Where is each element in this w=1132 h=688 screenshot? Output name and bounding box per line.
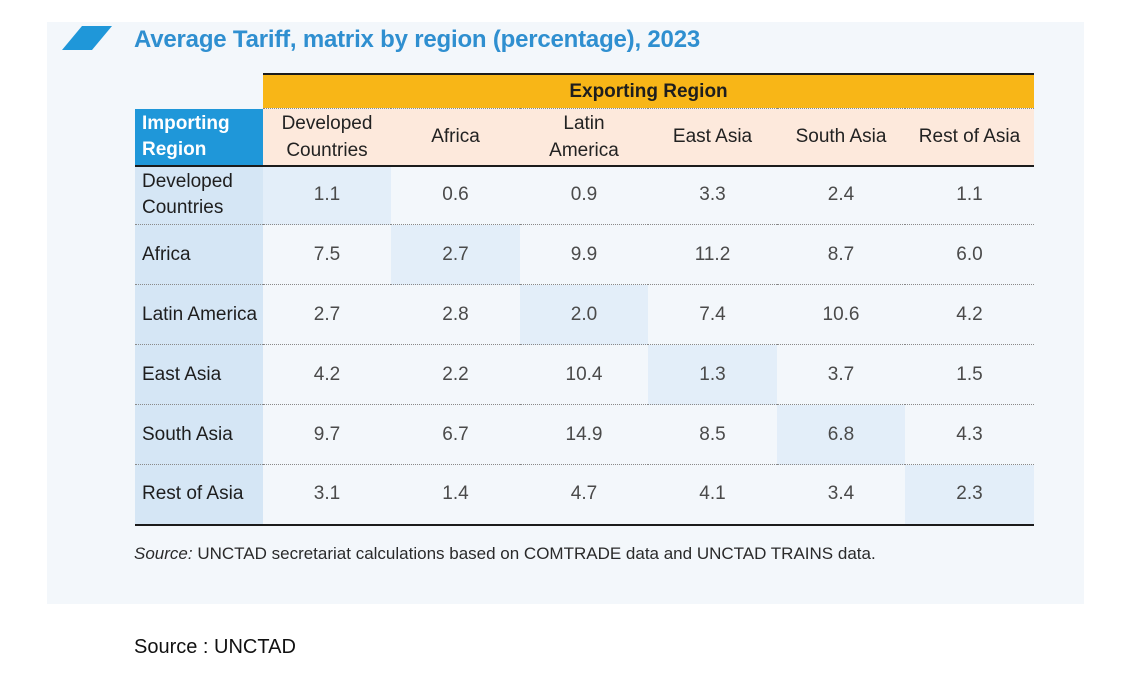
tariff-cell: 6.8 [777, 404, 905, 465]
importing-region-header: Importing Region [135, 108, 263, 167]
column-header-east-asia: East Asia [648, 108, 777, 167]
row-header-line: South Asia [142, 423, 233, 445]
source-prefix: Source: [134, 544, 193, 563]
row-header-line: East Asia [142, 363, 222, 385]
tariff-cell: 3.1 [263, 464, 391, 526]
tariff-cell: 4.3 [905, 404, 1034, 465]
tariff-cell: 1.4 [391, 464, 520, 526]
row-header-developed-countries: Developed Countries [135, 165, 263, 225]
tariff-cell: 2.7 [263, 284, 391, 345]
tariff-cell: 2.7 [391, 224, 520, 285]
row-header-line: Rest of Asia [142, 483, 244, 505]
column-header-latin-america: Latin America [520, 108, 648, 167]
tariff-cell: 7.5 [263, 224, 391, 285]
tariff-cell: 2.0 [520, 284, 648, 345]
exporting-region-banner: Exporting Region [263, 73, 1034, 108]
tariff-cell: 2.4 [777, 165, 905, 225]
tariff-cell: 6.7 [391, 404, 520, 465]
importing-region-line: Region [142, 138, 207, 160]
source-text: UNCTAD secretariat calculations based on… [192, 544, 876, 563]
tariff-cell: 2.3 [905, 464, 1034, 526]
row-header-south-asia: South Asia [135, 404, 263, 465]
tariff-cell: 10.4 [520, 344, 648, 405]
tariff-cell: 7.4 [648, 284, 777, 345]
tariff-cell: 2.2 [391, 344, 520, 405]
column-header-south-asia: South Asia [777, 108, 905, 167]
table-row: Latin America 2.7 2.8 2.0 7.4 10.6 4.2 [135, 284, 1034, 345]
row-header-line: Developed [142, 171, 233, 193]
figure-title: Average Tariff, matrix by region (percen… [134, 26, 700, 53]
tariff-cell: 9.9 [520, 224, 648, 285]
tariff-cell: 1.1 [263, 165, 391, 225]
source-note: Source: UNCTAD secretariat calculations … [134, 544, 876, 564]
row-header-line: Africa [142, 243, 191, 265]
row-header-latin-america: Latin America [135, 284, 263, 345]
importing-region-line: Importing [142, 112, 230, 134]
tariff-cell: 9.7 [263, 404, 391, 465]
matrix-body: Developed Countries 1.1 0.6 0.9 3.3 2.4 1.1 Afri… [135, 165, 1034, 526]
tariff-cell: 0.9 [520, 165, 648, 225]
tariff-cell: 4.1 [648, 464, 777, 526]
column-header-line: South Asia [795, 126, 887, 148]
row-header-rest-of-asia: Rest of Asia [135, 464, 263, 526]
tariff-cell: 3.7 [777, 344, 905, 405]
column-header-line: America [549, 139, 619, 161]
tariff-cell: 1.5 [905, 344, 1034, 405]
column-header-row: Importing Region Developed Countries Africa… [135, 108, 1034, 167]
table-row: East Asia 4.2 2.2 10.4 1.3 3.7 1.5 [135, 344, 1034, 405]
tariff-cell: 4.7 [520, 464, 648, 526]
footer-source: Source : UNCTAD [134, 636, 296, 658]
row-header-line: Latin America [142, 303, 258, 325]
table-row: Africa 7.5 2.7 9.9 11.2 8.7 6.0 [135, 224, 1034, 285]
row-header-line: Countries [142, 197, 224, 219]
column-header-rest-of-asia: Rest of Asia [905, 108, 1034, 167]
tariff-cell: 6.0 [905, 224, 1034, 285]
tariff-cell: 0.6 [391, 165, 520, 225]
tariff-cell: 3.3 [648, 165, 777, 225]
column-header-line: East Asia [672, 126, 753, 148]
tariff-cell: 1.1 [905, 165, 1034, 225]
tariff-cell: 11.2 [648, 224, 777, 285]
logo-stripe-icon [62, 26, 112, 50]
column-header-developed-countries: Developed Countries [263, 108, 391, 167]
tariff-matrix-table: Importing Region Developed Countries Africa… [135, 108, 1034, 526]
tariff-cell: 14.9 [520, 404, 648, 465]
tariff-cell: 10.6 [777, 284, 905, 345]
tariff-cell: 8.5 [648, 404, 777, 465]
tariff-cell: 3.4 [777, 464, 905, 526]
table-row: South Asia 9.7 6.7 14.9 8.5 6.8 4.3 [135, 404, 1034, 465]
column-header-line: Rest of Asia [918, 126, 1021, 148]
table-row: Developed Countries 1.1 0.6 0.9 3.3 2.4 1.1 [135, 165, 1034, 225]
tariff-cell: 4.2 [263, 344, 391, 405]
column-header-line: Developed [281, 112, 373, 134]
tariff-cell: 2.8 [391, 284, 520, 345]
tariff-cell: 8.7 [777, 224, 905, 285]
column-header-line: Countries [286, 139, 368, 161]
column-header-africa: Africa [391, 108, 520, 167]
row-header-africa: Africa [135, 224, 263, 285]
column-header-line: Latin [563, 112, 605, 134]
table-row: Rest of Asia 3.1 1.4 4.7 4.1 3.4 2.3 [135, 464, 1034, 526]
row-header-east-asia: East Asia [135, 344, 263, 405]
tariff-cell: 1.3 [648, 344, 777, 405]
tariff-cell: 4.2 [905, 284, 1034, 345]
column-header-line: Africa [431, 126, 480, 148]
